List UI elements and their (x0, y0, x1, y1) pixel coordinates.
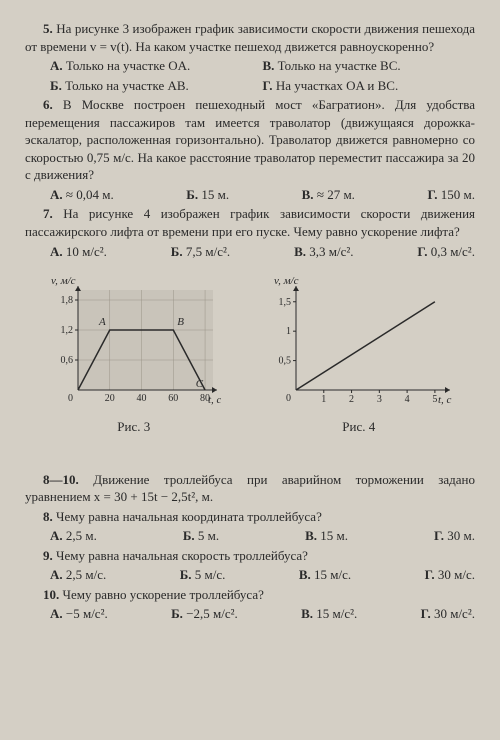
svg-text:0,5: 0,5 (278, 356, 291, 367)
q5-body: На рисунке 3 изображен график зависимост… (25, 21, 475, 54)
charts-row: ABC0204060800,61,21,8v, м/сt, с Рис. 3 0… (25, 272, 475, 436)
q6-text: 6. В Москве построен пешеходный мост «Ба… (25, 96, 475, 184)
svg-text:v, м/с: v, м/с (274, 275, 299, 287)
q8-10-body: Движение троллейбуса при аварийном тормо… (25, 472, 475, 505)
chart4-wrap: 0 1 2 3 4 5 0,5 1 1,5 v, м/с t, с Рис. 4 (264, 272, 454, 436)
q7-text: 7. На рисунке 4 изображен график зависим… (25, 205, 475, 240)
q9-g: 30 м/с. (438, 567, 475, 582)
q5-bb: Только на участке AB. (65, 78, 189, 93)
svg-text:0: 0 (68, 393, 73, 404)
chart4-svg: 0 1 2 3 4 5 0,5 1 1,5 v, м/с t, с (264, 272, 454, 412)
svg-text:20: 20 (105, 393, 115, 404)
q6-b: 15 м. (201, 187, 229, 202)
q5-g: На участках OA и BC. (276, 78, 398, 93)
svg-text:5: 5 (432, 394, 437, 405)
svg-text:1: 1 (321, 394, 326, 405)
svg-text:0,6: 0,6 (61, 355, 74, 366)
chart3-caption: Рис. 3 (46, 418, 221, 436)
q8-body: Чему равна начальная координата троллейб… (56, 509, 322, 524)
q7-body: На рисунке 4 изображен график зависимост… (25, 206, 475, 239)
q7-v: 3,3 м/с². (309, 244, 353, 259)
svg-text:1,5: 1,5 (278, 297, 291, 308)
chart4-caption: Рис. 4 (264, 418, 454, 436)
q9-body: Чему равна начальная скорость троллейбус… (56, 548, 308, 563)
q5-options: А. Только на участке OA. В. Только на уч… (25, 57, 475, 75)
svg-text:4: 4 (404, 394, 409, 405)
q5-options-2: Б. Только на участке AB. Г. На участках … (25, 77, 475, 95)
q6-v: ≈ 27 м. (317, 187, 355, 202)
svg-text:0: 0 (286, 393, 291, 404)
svg-text:1,2: 1,2 (61, 325, 74, 336)
q7-g: 0,3 м/с². (431, 244, 475, 259)
q8-a: 2,5 м. (66, 528, 97, 543)
svg-text:C: C (196, 378, 204, 390)
q10-body: Чему равно ускорение троллейбуса? (63, 587, 264, 602)
svg-text:B: B (178, 316, 185, 328)
q10-a: −5 м/с². (66, 606, 108, 621)
q9-b: 5 м/с. (195, 567, 226, 582)
svg-text:A: A (98, 316, 106, 328)
q6-body: В Москве построен пешеходный мост «Багра… (25, 97, 475, 182)
chart3-wrap: ABC0204060800,61,21,8v, м/сt, с Рис. 3 (46, 272, 221, 436)
q10-text: 10. Чему равно ускорение троллейбуса? (25, 586, 475, 604)
q10-g: 30 м/с². (434, 606, 475, 621)
svg-text:60: 60 (169, 393, 179, 404)
q5-a: Только на участке OA. (66, 58, 190, 73)
q8-v: 15 м. (320, 528, 348, 543)
q8-b: 5 м. (198, 528, 219, 543)
q8-options: А. 2,5 м. Б. 5 м. В. 15 м. Г. 30 м. (25, 527, 475, 545)
q9-a: 2,5 м/с. (66, 567, 106, 582)
q6-g: 150 м. (441, 187, 475, 202)
q10-v: 15 м/с². (316, 606, 357, 621)
q8-g: 30 м. (447, 528, 475, 543)
q7-a: 10 м/с². (66, 244, 107, 259)
svg-text:t, с: t, с (438, 394, 452, 406)
chart3-svg: ABC0204060800,61,21,8v, м/сt, с (46, 272, 221, 412)
q8-10-intro: 8—10. Движение троллейбуса при аварийном… (25, 471, 475, 506)
svg-text:2: 2 (349, 394, 354, 405)
svg-text:3: 3 (377, 394, 382, 405)
q9-text: 9. Чему равна начальная скорость троллей… (25, 547, 475, 565)
q5-text: 5. На рисунке 3 изображен график зависим… (25, 20, 475, 55)
svg-text:v, м/с: v, м/с (51, 275, 76, 287)
q7-options: А. 10 м/с². Б. 7,5 м/с². В. 3,3 м/с². Г.… (25, 243, 475, 261)
q6-options: А. ≈ 0,04 м. Б. 15 м. В. ≈ 27 м. Г. 150 … (25, 186, 475, 204)
q8-text: 8. Чему равна начальная координата тролл… (25, 508, 475, 526)
q10-options: А. −5 м/с². Б. −2,5 м/с². В. 15 м/с². Г.… (25, 605, 475, 623)
q9-options: А. 2,5 м/с. Б. 5 м/с. В. 15 м/с. Г. 30 м… (25, 566, 475, 584)
q7-b: 7,5 м/с². (186, 244, 230, 259)
q6-a: ≈ 0,04 м. (66, 187, 114, 202)
svg-text:1,8: 1,8 (61, 295, 74, 306)
svg-text:t, с: t, с (208, 394, 221, 406)
svg-text:1: 1 (286, 326, 291, 337)
q10-b: −2,5 м/с². (186, 606, 238, 621)
q5-b: Только на участке BC. (278, 58, 401, 73)
q9-v: 15 м/с. (314, 567, 351, 582)
svg-text:40: 40 (137, 393, 147, 404)
